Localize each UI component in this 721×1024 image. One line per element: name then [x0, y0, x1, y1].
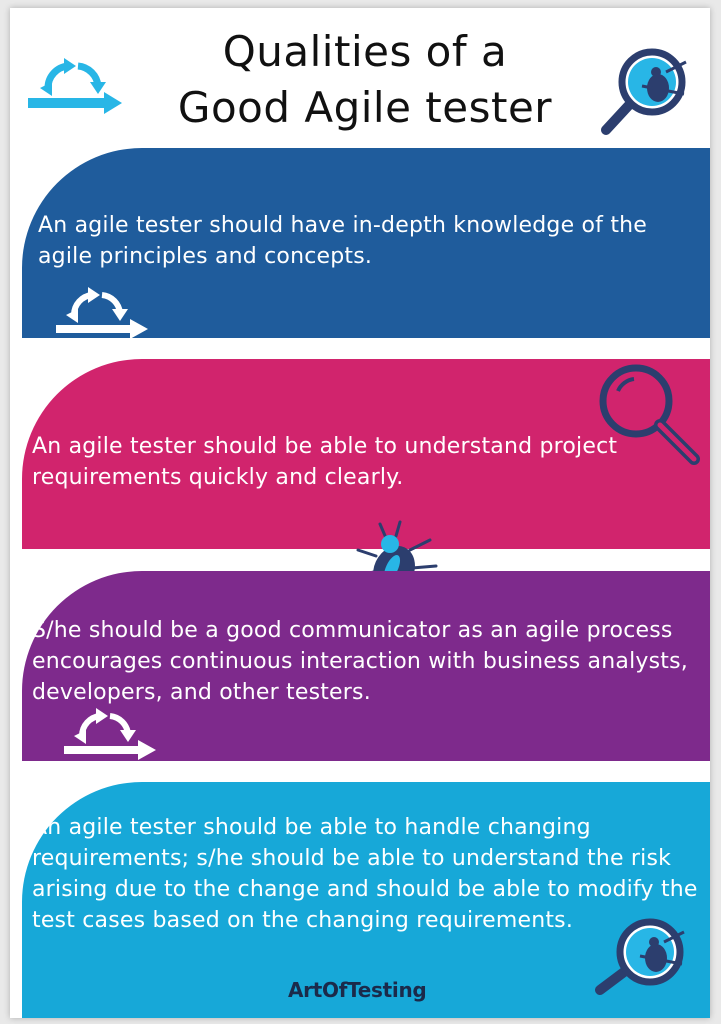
magnifier-icon [599, 364, 700, 465]
title-line-2: Good Agile tester [177, 83, 553, 132]
infographic-page: Qualities of a Good Agile tester An agil… [10, 8, 710, 1018]
bug-magnifier-icon [595, 918, 685, 995]
brand-name: ArtOfTesting [288, 978, 427, 1002]
quality-text-2: An agile tester should be able to unders… [32, 434, 618, 490]
agile-cycle-icon [64, 708, 156, 760]
quality-text-1: An agile tester should have in-depth kno… [38, 213, 648, 269]
bug-magnifier-icon [601, 48, 687, 135]
brand-logo: ArtOfTesting [288, 978, 427, 1002]
quality-band-1: An agile tester should have in-depth kno… [22, 148, 710, 339]
agile-cycle-icon [28, 58, 122, 114]
quality-text-3: S/he should be a good communicator as an… [32, 618, 688, 705]
quality-band-2: An agile tester should be able to unders… [22, 359, 710, 549]
quality-band-3: S/he should be a good communicator as an… [22, 571, 710, 761]
agile-cycle-icon [56, 287, 148, 339]
title-line-1: Qualities of a [222, 27, 508, 76]
page-title: Qualities of a Good Agile tester [120, 24, 610, 136]
quality-band-4: An agile tester should be able to handle… [22, 782, 710, 1018]
quality-text-4: An agile tester should be able to handle… [32, 815, 698, 933]
